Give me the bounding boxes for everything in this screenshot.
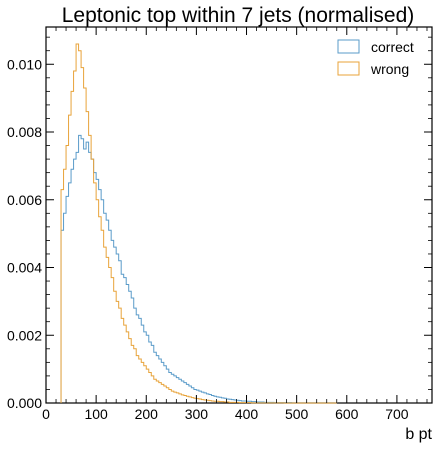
- y-tick-label: 0.000: [7, 395, 42, 411]
- series-layer: [60, 43, 338, 404]
- legend: correct wrong: [337, 39, 414, 77]
- x-tick-label: 600: [335, 406, 359, 422]
- x-tick-label: 100: [84, 406, 108, 422]
- legend-label-wrong: wrong: [370, 61, 409, 77]
- y-axis: 0.000 0.002 0.004 0.006 0.008 0.010: [7, 36, 432, 411]
- chart-title: Leptonic top within 7 jets (normalised): [62, 4, 415, 27]
- legend-swatch-correct: [337, 39, 360, 54]
- x-tick-label: 200: [135, 406, 159, 422]
- x-tick-label: 500: [285, 406, 309, 422]
- series-wrong-line: [60, 43, 338, 404]
- x-axis-label: b pt: [405, 426, 432, 443]
- y-tick-label: 0.004: [7, 260, 42, 276]
- y-tick-label: 0.006: [7, 192, 42, 208]
- series-correct-line: [60, 134, 338, 404]
- y-tick-label: 0.010: [7, 56, 42, 72]
- y-tick-label: 0.008: [7, 124, 42, 140]
- x-axis: 0 100 200 300 400 500 600 700: [42, 27, 428, 422]
- legend-swatch-wrong: [337, 61, 360, 76]
- x-tick-label: 300: [185, 406, 209, 422]
- legend-label-correct: correct: [371, 39, 414, 55]
- x-tick-label: 0: [42, 406, 50, 422]
- x-tick-label: 400: [235, 406, 259, 422]
- x-tick-label: 700: [385, 406, 409, 422]
- y-tick-label: 0.002: [7, 327, 42, 343]
